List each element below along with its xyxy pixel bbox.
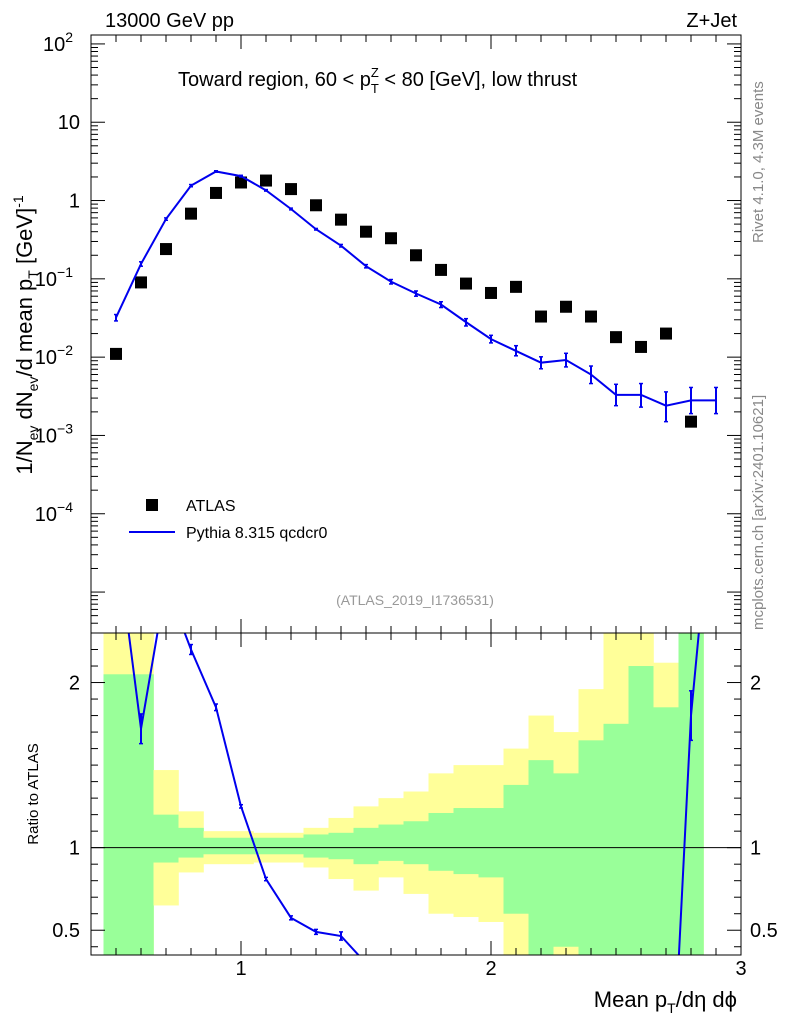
y-tick-label: 10 [58,112,80,134]
legend-marker-atlas [146,499,158,511]
atlas-data-point [510,280,522,293]
atlas-data-point [610,331,622,344]
atlas-data-point [360,225,372,238]
rivet-label: Rivet 4.1.0, 4.3M events [750,81,767,243]
atlas-data-point [160,243,172,256]
x-tick-label: 3 [735,958,746,980]
ratio-band-inner [153,814,179,863]
legend-label-pythia: Pythia 8.315 qcdcr0 [186,525,328,542]
atlas-data-point [385,232,397,245]
main-series-layer [110,170,718,428]
ratio-band-inner [628,666,654,955]
ratio-series-layer [127,633,700,955]
y-tick-label: 10−4 [35,499,73,526]
atlas-data-point [660,327,672,340]
atlas-data-point [560,300,572,313]
main-axis-ticks: 10−4 10−3 10−2 10−1 1 10 102 [35,29,742,634]
legend-label-atlas: ATLAS [186,498,236,515]
ratio-band-inner [678,633,704,955]
ratio-band-inner [453,808,479,875]
atlas-data-point [210,186,222,199]
pythia-line [115,170,716,407]
atlas-data-point [310,199,322,212]
ratio-band-inner [603,723,629,955]
ratio-band-inner [253,837,279,855]
main-frame [90,34,742,634]
atlas-data-point [185,207,197,220]
atlas-data-point [635,340,647,353]
atlas-data-point [460,277,472,290]
x-tick-label: 1 [235,958,246,980]
ratio-y-tick-label: 1 [69,838,80,860]
y-tick-label: 102 [43,29,73,56]
ratio-band-inner [428,812,454,871]
atlas-data-point [535,310,547,323]
ratio-band-inner [103,674,129,955]
atlas-data-point [585,310,597,323]
ratio-band-inner [403,821,429,865]
process-label: Z+Jet [686,10,737,32]
ratio-band-inner [203,837,229,855]
ratio-y-tick-label: 2 [69,673,80,695]
atlas-data-point [335,213,347,226]
ratio-panel: 1 2 30.5 0.51 12 2 Ratio to ATLAS [25,632,778,980]
ratio-band-inner [278,837,304,855]
atlas-data-point [235,176,247,189]
main-y-axis-label: 1/Nev dNev/d mean pT [GeV]-1 [10,195,41,475]
atlas-data-point [135,276,147,289]
energy-label: 13000 GeV pp [105,10,234,32]
atlas-data-point [260,174,272,187]
ratio-band-inner [378,824,404,861]
ratio-frame [90,632,742,956]
y-tick-label: 10−3 [35,420,73,447]
ratio-y-tick-label-right: 0.5 [750,920,778,942]
x-axis-label: Mean pT/dη dϕ [594,987,737,1016]
ratio-y-tick-label-right: 1 [750,838,761,860]
atlas-data-point [410,249,422,262]
ratio-y-axis-label: Ratio to ATLAS [25,743,42,844]
atlas-data-point [285,183,297,196]
ratio-axis-ticks: 1 2 30.5 0.51 12 2 [52,633,778,980]
x-tick-label: 2 [485,958,496,980]
ratio-uncertainty-bands [103,633,704,955]
atlas-data-point [110,347,122,360]
y-tick-label: 10−1 [35,264,73,291]
atlas-data-point [685,415,697,428]
ratio-band-inner [228,837,254,855]
y-tick-label: 1 [69,191,80,213]
y-tick-label: 10−2 [35,342,73,369]
analysis-watermark: (ATLAS_2019_I1736531) [336,592,494,608]
ratio-y-tick-label-right: 2 [750,673,761,695]
ratio-band-inner [528,760,554,955]
ratio-band-inner [503,784,529,914]
ratio-band-inner [328,832,354,860]
main-title: Toward region, 60 < pZ T < 80 [GeV], low … [178,65,578,96]
ratio-band-inner [478,808,504,878]
legend: ATLAS Pythia 8.315 qcdcr0 [129,498,328,542]
atlas-data-point [435,263,447,276]
ratio-band-inner [653,707,679,955]
atlas-data-point [485,286,497,299]
main-panel: 10−4 10−3 10−2 10−1 1 10 102 Toward region, 60… [10,29,742,634]
ratio-band-inner [553,773,579,947]
mcplots-label: mcplots.cern.ch [arXiv:2401.10621] [750,395,767,630]
ratio-band-inner [178,827,204,858]
ratio-band-inner [353,827,379,865]
ratio-y-tick-label: 0.5 [52,920,80,942]
ratio-band-inner [303,834,329,858]
ratio-band-inner [578,740,604,955]
